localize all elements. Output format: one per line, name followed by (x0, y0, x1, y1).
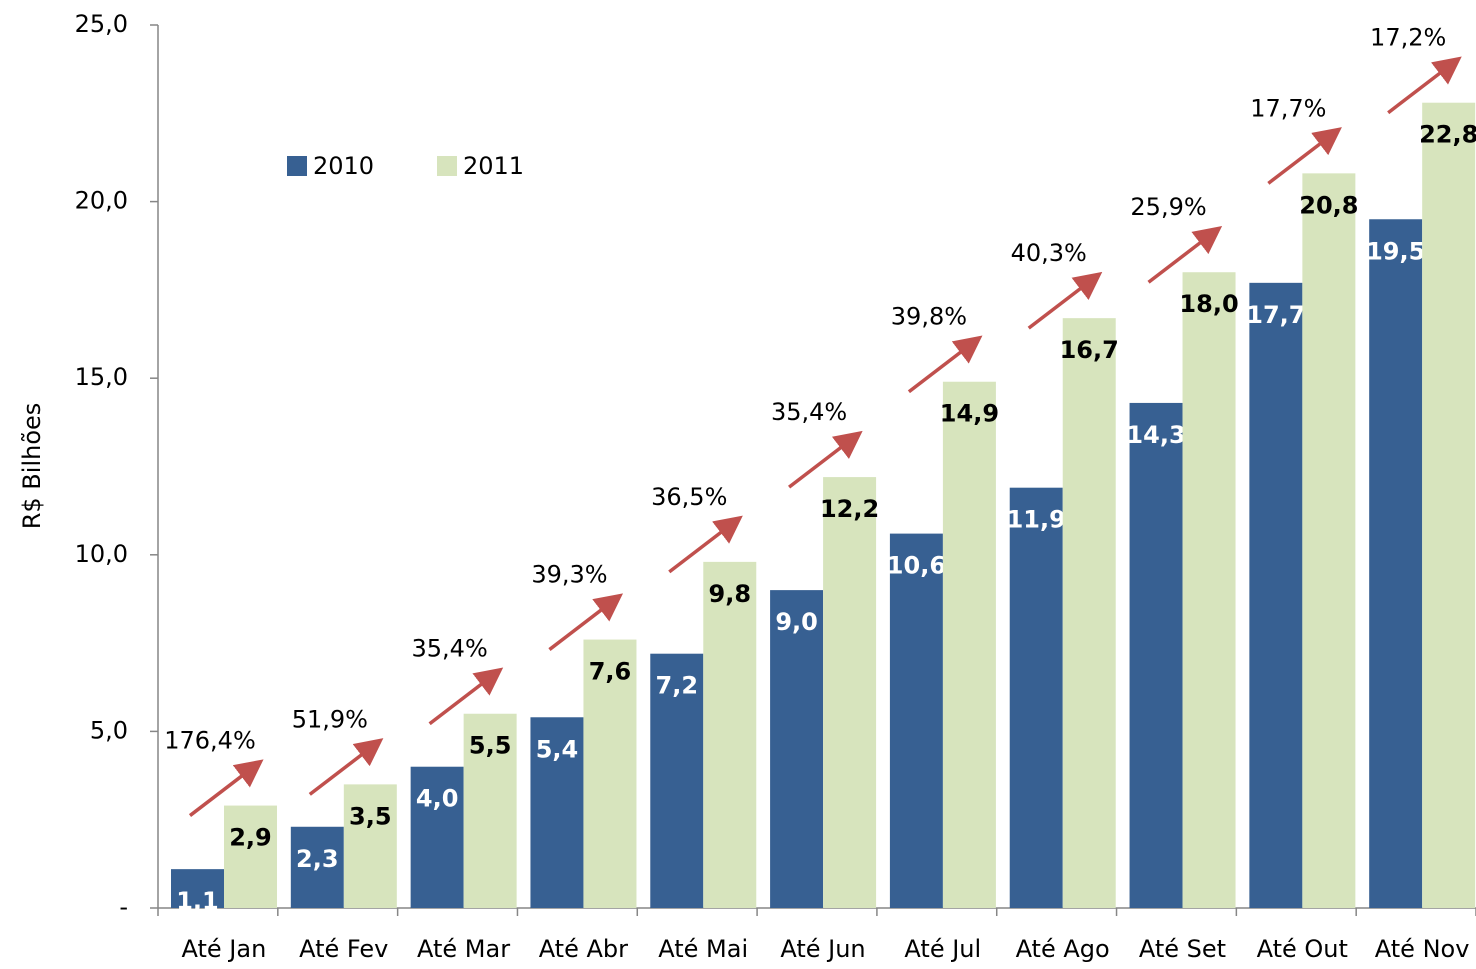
data-label: 18,0 (1179, 290, 1238, 318)
growth-arrow (1027, 271, 1103, 330)
bar (1129, 402, 1183, 908)
growth-label: 176,4% (164, 727, 256, 755)
growth-label: 25,9% (1130, 193, 1206, 221)
growth-label: 51,9% (292, 705, 368, 733)
growth-label: 40,3% (1011, 239, 1087, 267)
bar (823, 477, 877, 908)
bar (703, 561, 757, 908)
bar (1249, 282, 1303, 908)
bar (171, 869, 224, 908)
bar (583, 639, 637, 908)
x-tick-label: Até Out (1257, 935, 1348, 963)
growth-label: 39,8% (891, 303, 967, 331)
bar (650, 653, 704, 908)
bar (1182, 272, 1236, 908)
growth-arrow (668, 515, 743, 574)
x-tick-label: Até Ago (1016, 935, 1110, 963)
legend-swatch (437, 156, 457, 176)
data-label: 14,3 (1126, 421, 1185, 449)
data-label: 12,2 (820, 495, 879, 523)
y-tick-label: 20,0 (75, 187, 128, 215)
bar (343, 784, 397, 908)
data-label: 4,0 (416, 785, 459, 813)
y-tick-label: 15,0 (75, 363, 128, 391)
data-label: 11,9 (1007, 506, 1066, 534)
growth-label: 36,5% (651, 483, 727, 511)
growth-arrow (1267, 127, 1342, 185)
data-label: 14,9 (940, 400, 999, 428)
x-tick-label: Até Mar (417, 935, 510, 963)
bar (1009, 487, 1063, 908)
growth-arrow (1387, 56, 1462, 115)
data-label: 17,7 (1246, 301, 1305, 329)
growth-arrow (308, 738, 384, 796)
bar (1302, 173, 1356, 908)
data-label: 7,6 (589, 658, 632, 686)
legend-swatch (287, 156, 307, 176)
x-tick-label: Até Abr (539, 935, 628, 963)
bar (942, 381, 996, 908)
bar (463, 713, 517, 908)
data-label: 20,8 (1299, 191, 1358, 219)
y-axis-title: R$ Bilhões (18, 403, 46, 530)
y-tick-label: 25,0 (75, 10, 128, 38)
bar (1369, 219, 1423, 908)
growth-label: 35,4% (412, 635, 488, 663)
data-label: 7,2 (656, 672, 699, 700)
growth-label: 17,7% (1250, 94, 1326, 122)
growth-label: 17,2% (1370, 24, 1446, 52)
growth-arrow (548, 593, 624, 651)
bar (530, 717, 584, 908)
growth-label: 35,4% (771, 398, 847, 426)
growth-arrow (428, 667, 504, 726)
data-label: 2,9 (229, 824, 272, 852)
bar (889, 533, 943, 908)
x-tick-label: Até Fev (299, 935, 388, 963)
data-label: 1,1 (176, 887, 219, 915)
x-tick-label: Até Nov (1375, 935, 1470, 963)
x-tick-label: Até Mai (658, 935, 748, 963)
data-label: 9,8 (709, 580, 752, 608)
growth-arrow (907, 335, 983, 394)
bar (410, 766, 464, 908)
data-label: 3,5 (349, 802, 392, 830)
y-tick-label: 5,0 (90, 716, 128, 744)
bar (1422, 102, 1476, 909)
x-tick-label: Até Set (1139, 935, 1226, 963)
x-tick-label: Até Jul (904, 935, 981, 963)
growth-arrow (188, 759, 264, 817)
bar (1062, 318, 1116, 908)
data-label: 19,5 (1366, 237, 1425, 265)
data-label: 22,8 (1419, 121, 1476, 149)
data-label: 5,4 (536, 735, 579, 763)
bar (290, 826, 344, 908)
legend-label: 2010 (313, 152, 374, 180)
data-label: 9,0 (775, 608, 818, 636)
y-tick-label: - (119, 893, 128, 921)
growth-label: 39,3% (531, 561, 607, 589)
bar (224, 805, 277, 908)
x-tick-label: Até Jun (780, 935, 865, 963)
x-tick-label: Até Jan (182, 935, 267, 963)
data-label: 16,7 (1060, 336, 1119, 364)
growth-arrow (1147, 225, 1223, 284)
data-label: 2,3 (296, 845, 339, 873)
data-label: 5,5 (469, 732, 512, 760)
legend-label: 2011 (463, 152, 524, 180)
data-label: 10,6 (887, 552, 946, 580)
growth-arrow (788, 430, 863, 489)
y-tick-label: 10,0 (75, 540, 128, 568)
bar (770, 590, 824, 908)
